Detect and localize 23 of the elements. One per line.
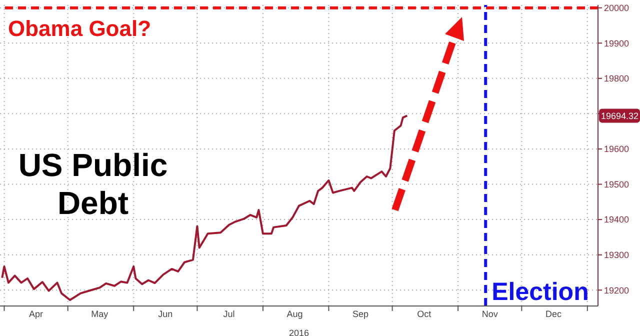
y-tick-label: 19800 <box>604 74 630 84</box>
ref-line-label: Election <box>492 278 589 306</box>
y-tick-label: 19600 <box>604 144 630 154</box>
x-tick-label: Aug <box>286 309 303 319</box>
y-tick-label: 19400 <box>604 214 630 225</box>
x-tick-label: May <box>91 309 109 319</box>
x-tick-label: Apr <box>29 309 44 319</box>
x-tick-label: Nov <box>482 309 498 319</box>
x-tick-label: Sep <box>352 309 369 319</box>
x-tick-label: Oct <box>417 309 432 319</box>
line-series <box>1 114 408 301</box>
text: 19694.32 <box>601 111 639 122</box>
ref-line-label: Obama Goal? <box>8 16 152 41</box>
y-tick-label: 19300 <box>604 250 630 260</box>
text: US Public Debt <box>17 146 169 222</box>
x-tick-label: Dec <box>545 309 562 319</box>
y-tick-label: 20000 <box>604 3 630 14</box>
y-tick-label: 19500 <box>604 179 630 190</box>
y-tick-label: 19900 <box>604 38 630 48</box>
y-tick-label: 19200 <box>604 285 630 296</box>
x-axis-title: 2016 <box>288 328 310 336</box>
x-tick-label: Jun <box>158 309 173 319</box>
x-tick-label: Jul <box>223 309 235 319</box>
